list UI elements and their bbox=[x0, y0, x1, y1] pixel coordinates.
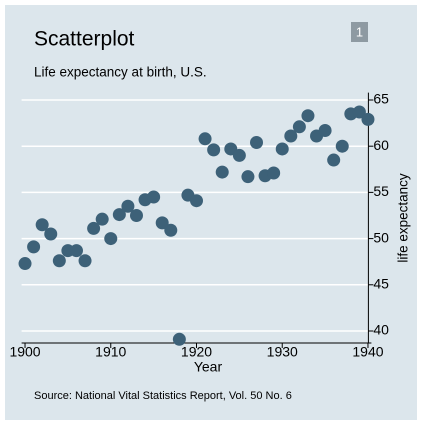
point bbox=[147, 190, 161, 204]
point bbox=[301, 109, 315, 123]
point bbox=[52, 254, 66, 268]
y-tick-label: 55 bbox=[373, 183, 389, 199]
point bbox=[215, 165, 229, 179]
point bbox=[35, 218, 49, 232]
y-tick-label: 40 bbox=[373, 322, 389, 338]
y-tick-label: 45 bbox=[373, 275, 389, 291]
chart-subtitle: Life expectancy at birth, U.S. bbox=[34, 65, 207, 80]
point bbox=[327, 153, 341, 167]
point bbox=[78, 254, 92, 268]
point bbox=[352, 105, 366, 119]
x-tick-label: 1920 bbox=[181, 344, 212, 360]
point bbox=[361, 112, 375, 126]
y-tick-label: 50 bbox=[373, 229, 389, 245]
badge-box bbox=[351, 22, 368, 42]
point bbox=[318, 123, 332, 137]
point bbox=[155, 216, 169, 230]
x-axis-label: Year bbox=[194, 359, 223, 375]
point bbox=[164, 223, 178, 237]
point bbox=[121, 199, 135, 213]
point bbox=[284, 129, 298, 143]
point bbox=[275, 142, 289, 156]
point bbox=[18, 257, 32, 271]
point bbox=[27, 240, 41, 254]
y-tick-label: 60 bbox=[373, 137, 389, 153]
point bbox=[250, 135, 264, 149]
point bbox=[232, 148, 246, 162]
graph-background bbox=[5, 5, 417, 420]
x-tick-label: 1940 bbox=[352, 344, 383, 360]
x-tick-label: 1910 bbox=[95, 344, 126, 360]
point bbox=[292, 120, 306, 134]
badge: 1 bbox=[356, 24, 363, 39]
source-note: Source: National Vital Statistics Report… bbox=[34, 390, 292, 402]
point bbox=[129, 208, 143, 222]
y-tick-label: 65 bbox=[373, 91, 389, 107]
y-axis-label: life expectancy bbox=[396, 173, 411, 263]
point bbox=[241, 170, 255, 184]
point bbox=[335, 139, 349, 153]
chart-title: Scatterplot bbox=[34, 28, 135, 51]
point bbox=[172, 332, 186, 346]
point bbox=[44, 227, 58, 241]
point bbox=[190, 194, 203, 208]
point bbox=[112, 208, 126, 222]
point bbox=[95, 212, 109, 226]
point bbox=[104, 232, 118, 246]
point bbox=[69, 244, 83, 258]
point bbox=[198, 132, 212, 146]
point bbox=[87, 221, 101, 235]
x-tick-label: 1900 bbox=[9, 344, 40, 360]
point bbox=[267, 166, 281, 180]
point bbox=[207, 143, 221, 157]
x-tick-label: 1930 bbox=[267, 344, 298, 360]
